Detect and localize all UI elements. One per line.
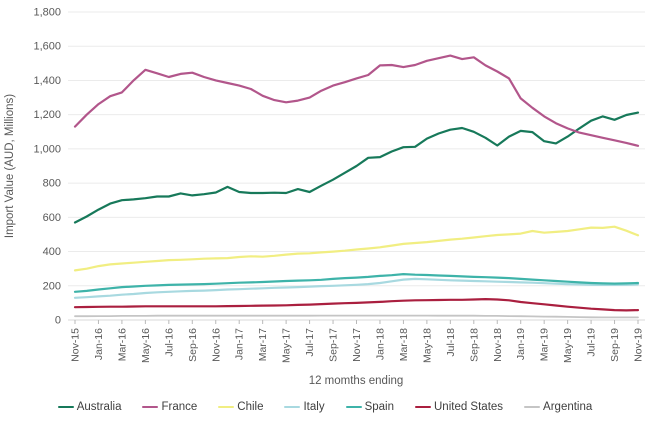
legend-swatch-france bbox=[142, 405, 159, 409]
legend-label: Italy bbox=[303, 401, 325, 413]
y-tick-label: 1,200 bbox=[33, 109, 61, 121]
y-tick-label: 600 bbox=[43, 212, 61, 224]
x-axis-tick-labels: Nov-15 Jan-16 Mar-16 May-16 Jul-16 Sep-16 Nov-… bbox=[68, 319, 645, 363]
x-tick-label: Sep-16 bbox=[187, 328, 199, 362]
legend-item-united-states: United States bbox=[415, 401, 503, 413]
legend-item-australia: Australia bbox=[57, 401, 122, 413]
legend-swatch-chile bbox=[218, 405, 235, 409]
x-tick-label: Jan-17 bbox=[234, 328, 246, 360]
y-tick-label: 1,800 bbox=[33, 7, 61, 19]
chart-legend: Australia France Chile Italy Spain United Sta… bbox=[0, 395, 650, 419]
series-lines bbox=[73, 54, 640, 319]
legend-item-chile: Chile bbox=[218, 401, 263, 413]
x-tick-label: May-16 bbox=[140, 328, 152, 363]
series-line-australia bbox=[73, 111, 640, 224]
series-line-france bbox=[73, 54, 640, 147]
x-tick-label: Nov-16 bbox=[210, 328, 222, 362]
x-tick-label: May-17 bbox=[281, 328, 293, 363]
legend-swatch-italy bbox=[284, 405, 301, 409]
x-tick-label: Mar-18 bbox=[398, 328, 410, 361]
x-tick-label: Jan-18 bbox=[374, 328, 386, 360]
x-tick-label: Jan-19 bbox=[515, 328, 527, 360]
x-tick-label: Jan-16 bbox=[93, 328, 105, 360]
x-tick-label: Jul-17 bbox=[304, 328, 316, 357]
y-tick-label: 800 bbox=[43, 178, 61, 190]
x-axis-title: 12 momths ending bbox=[309, 375, 404, 387]
legend-swatch-united-states bbox=[415, 405, 431, 409]
x-tick-label: Nov-19 bbox=[633, 328, 645, 362]
legend-label: Spain bbox=[364, 401, 394, 413]
legend-item-spain: Spain bbox=[345, 401, 394, 413]
legend-label: Australia bbox=[76, 401, 122, 413]
chart-canvas: 0 200 400 600 800 1,000 1,200 1,400 1,600 1,800 N… bbox=[4, 7, 645, 387]
x-tick-label: Jul-18 bbox=[445, 328, 457, 357]
x-tick-label: Nov-15 bbox=[70, 328, 82, 362]
x-tick-label: Nov-17 bbox=[351, 328, 363, 362]
series-line-united-states bbox=[73, 298, 640, 312]
legend-swatch-spain bbox=[345, 405, 362, 409]
x-tick-label: Jul-16 bbox=[163, 328, 175, 357]
y-tick-label: 1,000 bbox=[33, 143, 61, 155]
legend-item-argentina: Argentina bbox=[524, 401, 592, 413]
y-tick-label: 1,600 bbox=[33, 41, 61, 53]
x-tick-label: Nov-18 bbox=[492, 328, 504, 362]
y-tick-label: 1,400 bbox=[33, 75, 61, 87]
legend-label: United States bbox=[434, 401, 504, 413]
y-axis-title: Import Value (AUD, Millions) bbox=[4, 94, 16, 238]
series-line-argentina bbox=[74, 314, 639, 319]
x-tick-label: Sep-18 bbox=[468, 328, 480, 362]
y-tick-label: 200 bbox=[43, 280, 61, 292]
series-line-italy bbox=[73, 277, 640, 299]
x-tick-label: Jul-19 bbox=[586, 328, 598, 357]
y-tick-label: 400 bbox=[43, 246, 61, 258]
x-tick-label: Mar-16 bbox=[116, 328, 128, 361]
x-tick-label: Mar-17 bbox=[257, 328, 269, 361]
x-tick-label: May-18 bbox=[421, 328, 433, 363]
legend-label: Argentina bbox=[543, 401, 593, 413]
legend-swatch-argentina bbox=[524, 405, 541, 409]
legend-swatch-australia bbox=[57, 405, 74, 409]
y-axis-tick-labels: 0 200 400 600 800 1,000 1,200 1,400 1,600 1,800 bbox=[33, 7, 61, 327]
legend-item-france: France bbox=[142, 401, 197, 413]
x-tick-label: May-19 bbox=[562, 328, 574, 363]
x-tick-label: Sep-19 bbox=[609, 328, 621, 362]
series-line-spain bbox=[73, 273, 640, 293]
series-line-chile bbox=[73, 225, 640, 272]
legend-item-italy: Italy bbox=[284, 401, 325, 413]
x-tick-label: Mar-19 bbox=[539, 328, 551, 361]
y-tick-label: 0 bbox=[55, 315, 61, 327]
legend-label: Chile bbox=[237, 401, 264, 413]
legend-label: France bbox=[161, 401, 198, 413]
x-tick-label: Sep-17 bbox=[328, 328, 340, 362]
